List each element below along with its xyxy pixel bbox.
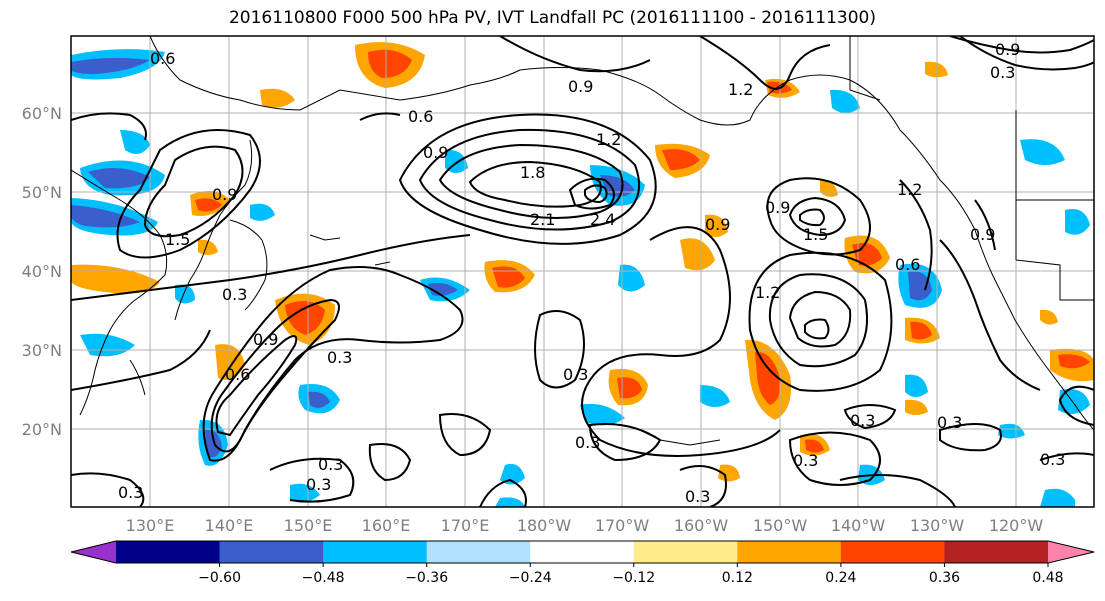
colorbar-box	[737, 541, 842, 563]
contour-label: 0.3	[685, 487, 710, 506]
lat-label: 40°N	[22, 262, 62, 281]
contour-label: 1.2	[897, 180, 922, 199]
colorbar: −0.60 −0.48 −0.36 −0.24 −0.12 0.12 0.24 0.36 0.4…	[70, 540, 1095, 586]
lon-label: 120°W	[989, 516, 1044, 535]
shaded-anomalies	[71, 42, 1094, 507]
colorbar-box	[530, 541, 635, 563]
positive-anomaly-patches	[71, 42, 1094, 482]
contour-label: 1.5	[803, 225, 828, 244]
contour-label: 0.3	[563, 365, 588, 384]
contour-labels: 0.6 0.9 0.6 0.9 1.2 0.9 1.5 0.9 1.8 2.1 …	[118, 40, 1065, 506]
lon-label: 140°W	[831, 516, 886, 535]
lat-label: 50°N	[22, 183, 62, 202]
contour-label: 1.2	[596, 130, 621, 149]
lon-label: 160°W	[674, 516, 729, 535]
map-title: 2016110800 F000 500 hPa PV, IVT Landfall…	[228, 8, 876, 28]
contour-label: 0.9	[212, 185, 237, 204]
contour-label: 0.3	[850, 411, 875, 430]
contour-label: 0.3	[575, 433, 600, 452]
colorbar-tick-label: −0.24	[509, 570, 552, 586]
contour-label: 2.4	[590, 210, 615, 229]
lon-label: 180°W	[517, 516, 572, 535]
colorbar-tick-label: 0.36	[929, 570, 960, 586]
contour-label: 0.9	[995, 40, 1020, 59]
lat-label: 60°N	[22, 104, 62, 123]
colorbar-extend-high	[1048, 541, 1094, 563]
contour-label: 0.9	[765, 198, 790, 217]
contour-label: 0.3	[118, 483, 143, 502]
contour-label: 0.6	[895, 255, 920, 274]
lon-label: 160°E	[362, 516, 411, 535]
contour-label: 0.3	[318, 455, 343, 474]
colorbar-box	[116, 541, 221, 563]
contour-label: 0.3	[327, 348, 352, 367]
contour-label: 0.6	[225, 365, 250, 384]
lon-label: 140°E	[205, 516, 254, 535]
lon-label: 170°E	[441, 516, 490, 535]
colorbar-tick-label: 0.24	[825, 570, 856, 586]
colorbar-box	[219, 541, 324, 563]
contour-label: 0.3	[990, 63, 1015, 82]
lon-label: 150°E	[284, 516, 333, 535]
pv-contours	[71, 36, 1094, 507]
lat-label: 20°N	[22, 420, 62, 439]
lon-label: 150°W	[753, 516, 808, 535]
lat-label: 30°N	[22, 341, 62, 360]
contour-label: 0.9	[970, 225, 995, 244]
colorbar-extend-low	[71, 541, 116, 563]
colorbar-tick-label: 0.12	[722, 570, 753, 586]
contour-label: 0.9	[705, 215, 730, 234]
contour-label: 0.3	[222, 285, 247, 304]
contour-label: 0.3	[1040, 450, 1065, 469]
contour-label: 0.9	[253, 330, 278, 349]
plot-area: 0.6 0.9 0.6 0.9 1.2 0.9 1.5 0.9 1.8 2.1 …	[70, 35, 1095, 508]
colorbar-box	[426, 541, 531, 563]
negative-anomaly-patches	[71, 49, 1090, 507]
lon-label: 170°W	[595, 516, 650, 535]
contour-label: 0.3	[306, 475, 331, 494]
lon-label: 130°W	[910, 516, 965, 535]
contour-label: 1.2	[728, 80, 753, 99]
colorbar-box	[633, 541, 738, 563]
contour-label: 0.3	[937, 413, 962, 432]
colorbar-box	[323, 541, 428, 563]
contour-label: 0.6	[150, 49, 175, 68]
contour-label: 1.8	[520, 163, 545, 182]
contour-label: 0.9	[423, 143, 448, 162]
colorbar-tick-label: 0.48	[1032, 570, 1063, 586]
colorbar-box	[944, 541, 1049, 563]
lon-label: 130°E	[126, 516, 175, 535]
contour-label: 0.6	[408, 107, 433, 126]
colorbar-box	[840, 541, 945, 563]
contour-label: 1.5	[165, 230, 190, 249]
colorbar-outline	[70, 540, 1095, 564]
colorbar-tick-label: −0.12	[612, 570, 655, 586]
contour-label: 1.2	[755, 283, 780, 302]
coastlines	[71, 36, 1094, 446]
colorbar-tick-label: −0.36	[405, 570, 448, 586]
colorbar-tick-label: −0.48	[302, 570, 345, 586]
colorbar-tick-label: −0.60	[198, 570, 241, 586]
longitude-labels: 130°E 140°E 150°E 160°E 170°E 180°W 170°…	[126, 516, 1044, 535]
latitude-labels: 60°N 50°N 40°N 30°N 20°N	[22, 104, 62, 439]
contour-label: 2.1	[530, 210, 555, 229]
plot-frame	[70, 35, 1095, 508]
contour-label: 0.3	[793, 451, 818, 470]
contour-label: 0.9	[568, 77, 593, 96]
gridlines	[71, 36, 1094, 507]
